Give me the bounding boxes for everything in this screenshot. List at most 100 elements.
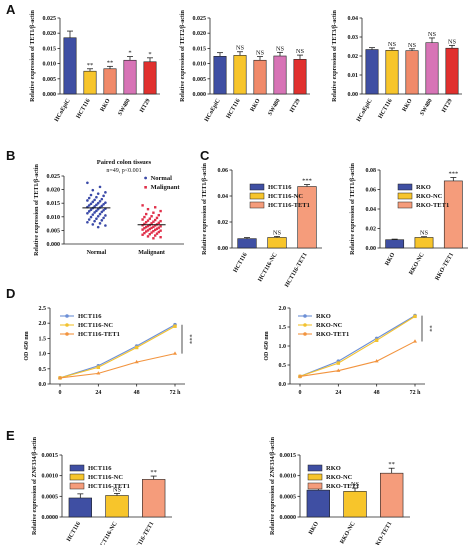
scatter-point-normal xyxy=(89,208,93,212)
data-point xyxy=(374,338,379,342)
y-tick-label: 0.06 xyxy=(366,188,377,194)
y-tick-label: 0.015 xyxy=(47,201,61,207)
scatter-point-normal xyxy=(91,200,95,204)
bar xyxy=(443,180,463,249)
y-tick-label: 0.000 xyxy=(47,242,61,248)
chart-a1: 0.000 0.005 0.010 0.015 0.020 0.025 Relative e… xyxy=(30,9,160,123)
scatter-point-malignant xyxy=(154,228,157,232)
scatter-point-normal xyxy=(95,209,98,213)
x-tick-label: HCT116 xyxy=(66,521,82,543)
data-point xyxy=(374,359,379,363)
legend-label: RKO xyxy=(326,465,341,472)
legend-marker xyxy=(303,332,307,336)
scatter-point-malignant xyxy=(155,227,159,230)
scatter-point-malignant xyxy=(146,235,150,238)
x-tick-label: RKO-NC xyxy=(408,252,425,276)
chart-a2: 0.000 0.005 0.010 0.015 0.020 0.025 Relative e… xyxy=(180,9,310,123)
panel-label-e: E xyxy=(6,428,15,443)
legend-label: RKO xyxy=(316,313,331,320)
significance-mark: ** xyxy=(426,325,433,332)
legend-label: RKO-TET1 xyxy=(416,202,449,209)
scatter-point-normal xyxy=(102,216,105,220)
scatter-point-normal xyxy=(86,199,89,202)
significance-mark: NS xyxy=(256,50,265,57)
y-tick-label: 0.0 xyxy=(39,382,47,388)
scatter-point-malignant xyxy=(148,227,151,231)
y-tick-label: 0.00 xyxy=(218,246,229,252)
scatter-point-malignant xyxy=(152,220,155,223)
y-tick-label: 0.02 xyxy=(348,54,359,60)
y-tick-label: 0.03 xyxy=(348,35,359,41)
panel-label-d: D xyxy=(6,286,15,301)
y-tick-label: 0.0015 xyxy=(280,453,297,459)
legend-label: HCT116-NC xyxy=(88,474,123,481)
legend-marker xyxy=(65,323,69,327)
x-tick-label: 72 h xyxy=(410,390,422,396)
scatter-point-malignant xyxy=(146,207,150,211)
bar xyxy=(445,47,459,95)
bar xyxy=(142,479,166,518)
bar xyxy=(267,237,287,249)
y-tick-label: 0.000 xyxy=(193,92,207,98)
data-point xyxy=(336,368,341,372)
scatter-point-normal xyxy=(104,191,107,194)
panel-label-a: A xyxy=(6,2,16,17)
x-tick-label: RKO xyxy=(402,98,414,113)
y-tick-label: 0.0010 xyxy=(280,474,297,480)
bar xyxy=(385,49,399,95)
x-tick-label: HCoEpiC xyxy=(356,98,374,123)
legend-swatch xyxy=(397,192,413,200)
significance-mark: ** xyxy=(107,59,114,66)
scatter-point-malignant xyxy=(145,225,148,229)
scatter-point-normal xyxy=(93,219,96,223)
bar xyxy=(414,237,434,249)
chart-c1: 0.00 0.02 0.04 0.06 Relative expression of T… xyxy=(202,162,322,289)
scatter-point-normal xyxy=(104,214,107,217)
scatter-point-normal xyxy=(102,202,105,206)
y-tick-label: 0.02 xyxy=(218,220,229,226)
y-tick-label: 2.5 xyxy=(39,306,47,312)
scatter-point-normal xyxy=(98,185,102,189)
legend-label: HCT116-TET1 xyxy=(78,331,120,338)
x-tick-label: SW480 xyxy=(419,98,433,117)
bar xyxy=(405,50,419,95)
bar xyxy=(123,59,137,95)
x-tick-label: RKO xyxy=(100,98,112,113)
y-axis-label: Relative expression of ZNF334/β-actin xyxy=(32,436,38,535)
scatter-point-normal xyxy=(100,219,104,222)
scatter-point-malignant xyxy=(152,230,155,233)
x-tick-label: HCT116-NC xyxy=(257,252,278,283)
series-line xyxy=(299,315,416,377)
significance-mark: NS xyxy=(296,48,305,55)
legend-label: HCT116-TET1 xyxy=(268,202,310,209)
y-tick-label: 0.0005 xyxy=(42,494,59,500)
scatter-point-malignant xyxy=(148,233,151,236)
scatter-point-normal xyxy=(100,204,104,208)
legend-label: HCT116-TET1 xyxy=(88,483,130,490)
y-tick-label: 1.5 xyxy=(279,325,287,331)
scatter-point-malignant xyxy=(154,224,157,227)
x-tick-label: HCT116-TET1 xyxy=(131,521,156,545)
y-tick-label: 0.005 xyxy=(47,228,61,234)
scatter-point-normal xyxy=(102,208,105,212)
y-axis-label: Relative expression of TET1/β-actin xyxy=(34,163,40,255)
bar xyxy=(365,49,379,95)
y-tick-label: 0.010 xyxy=(43,62,57,68)
legend-swatch xyxy=(69,482,85,490)
legend-label: Malignant xyxy=(151,184,181,191)
significance-mark: ** xyxy=(150,469,157,476)
significance-mark: NS xyxy=(388,41,397,48)
chart-b: 0.000 0.005 0.010 0.015 0.020 0.025 Relative e… xyxy=(34,159,184,256)
y-tick-label: 0.0010 xyxy=(42,474,59,480)
significance-mark: * xyxy=(148,51,151,58)
scatter-point-normal xyxy=(95,203,98,207)
scatter-point-malignant xyxy=(152,225,155,229)
legend-swatch xyxy=(69,473,85,481)
y-tick-label: 0.025 xyxy=(47,174,61,180)
bar xyxy=(343,491,367,518)
scatter-point-malignant xyxy=(155,232,159,235)
legend-label: RKO-NC xyxy=(316,322,343,329)
scatter-point-normal xyxy=(86,220,89,224)
legend-label: RKO-TET1 xyxy=(326,483,359,490)
